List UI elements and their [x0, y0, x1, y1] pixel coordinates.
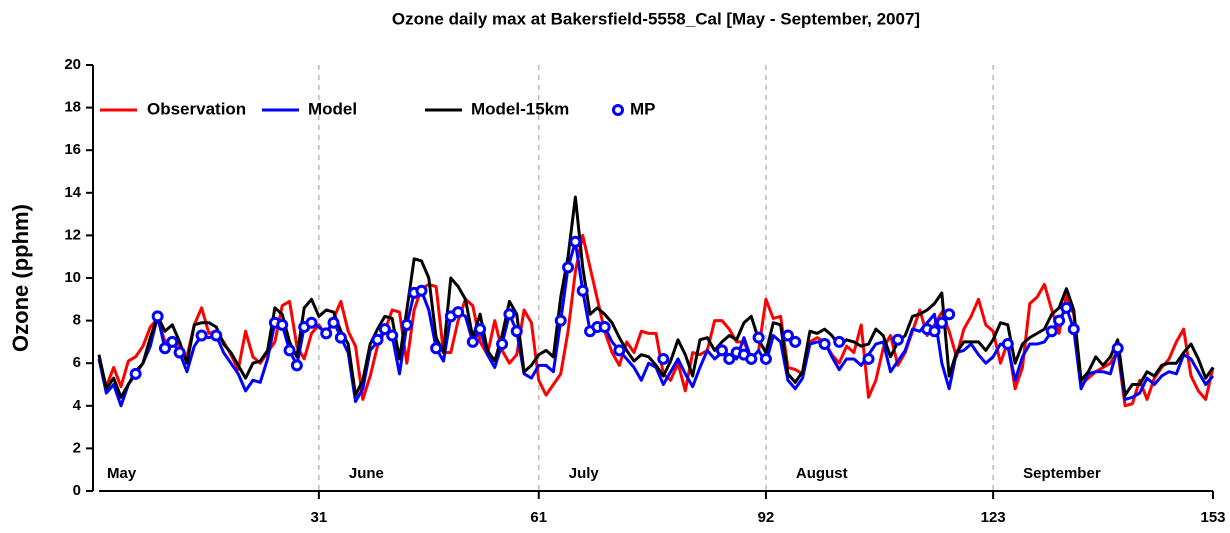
mp-point: [781, 329, 794, 342]
legend-label: MP: [630, 99, 656, 118]
mp-point: [752, 331, 765, 344]
mp-point: [657, 352, 670, 365]
mp-point: [862, 352, 875, 365]
legend-label: Observation: [147, 99, 246, 118]
mp-point: [474, 323, 487, 336]
mp-point: [378, 323, 391, 336]
mp-point: [1045, 325, 1058, 338]
mp-point: [891, 333, 904, 346]
y-tick-label: 6: [73, 354, 81, 371]
x-tick-label: 123: [981, 509, 1006, 526]
y-tick-label: 4: [73, 397, 82, 414]
mp-point: [510, 325, 523, 338]
month-label: July: [569, 465, 600, 482]
mp-point: [935, 316, 948, 329]
mp-point: [1067, 323, 1080, 336]
mp-point: [290, 359, 303, 372]
mp-point: [1111, 342, 1124, 355]
mp-point: [554, 314, 567, 327]
mp-point: [210, 329, 223, 342]
mp-point: [943, 308, 956, 321]
mp-point: [158, 342, 171, 355]
mp-point: [129, 367, 142, 380]
mp-point: [452, 306, 465, 319]
mp-point: [166, 335, 179, 348]
x-tick-label: 61: [530, 509, 547, 526]
y-tick-label: 10: [64, 269, 81, 286]
mp-point: [1001, 338, 1014, 351]
mp-point: [173, 346, 186, 359]
x-tick-label: 31: [311, 509, 328, 526]
mp-point: [276, 318, 289, 331]
mp-point: [496, 338, 509, 351]
mp-point: [305, 316, 318, 329]
mp-point: [430, 342, 443, 355]
y-tick-label: 18: [64, 99, 81, 116]
y-tick-label: 14: [64, 184, 81, 201]
mp-point: [562, 261, 575, 274]
mp-point: [1053, 314, 1066, 327]
mp-point: [400, 318, 413, 331]
series-line: [97, 233, 1215, 408]
mp-point: [283, 344, 296, 357]
legend-label: Model: [308, 99, 357, 118]
legend-label: Model-15km: [471, 99, 569, 118]
mp-point: [569, 235, 582, 248]
mp-point: [503, 308, 516, 321]
mp-point: [327, 316, 340, 329]
mp-point: [818, 338, 831, 351]
mp-point: [1060, 301, 1073, 314]
month-label: August: [796, 465, 848, 482]
chart-title: Ozone daily max at Bakersfield-5558_Cal …: [392, 9, 920, 28]
y-tick-label: 20: [64, 56, 81, 73]
y-tick-label: 16: [64, 141, 81, 158]
mp-point: [371, 333, 384, 346]
mp-point: [833, 335, 846, 348]
y-tick-label: 12: [64, 226, 81, 243]
month-label: September: [1023, 465, 1101, 482]
mp-point: [386, 329, 399, 342]
mp-point: [759, 352, 772, 365]
mp-point: [466, 335, 479, 348]
y-tick-label: 8: [73, 312, 81, 329]
mp-point: [576, 284, 589, 297]
y-tick-label: 2: [73, 439, 81, 456]
mp-point: [723, 352, 736, 365]
x-tick-label: 153: [1200, 509, 1225, 526]
mp-point: [789, 335, 802, 348]
mp-point: [613, 344, 626, 357]
month-label: May: [107, 465, 137, 482]
y-tick-label: 0: [73, 482, 81, 499]
month-label: June: [349, 465, 384, 482]
y-axis-label: Ozone (pphm): [8, 204, 33, 352]
mp-point: [745, 352, 758, 365]
x-tick-label: 92: [758, 509, 775, 526]
mp-point: [151, 310, 164, 323]
mp-point: [598, 320, 611, 333]
mp-point: [195, 329, 208, 342]
mp-point: [334, 331, 347, 344]
mp-point: [320, 327, 333, 340]
mp-point: [928, 325, 941, 338]
mp-point: [415, 284, 428, 297]
mp-point: [715, 344, 728, 357]
legend-marker: [612, 104, 624, 116]
